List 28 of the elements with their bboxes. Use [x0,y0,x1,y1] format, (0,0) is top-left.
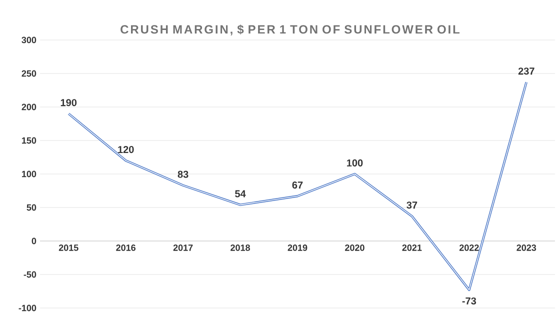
data-label: -73 [462,297,476,305]
x-tick-label: 2015 [58,244,78,251]
data-label: 190 [60,99,77,106]
y-tick-label: -50 [24,271,36,278]
x-tick-label: 2020 [345,244,364,251]
x-tick-label: 2021 [402,244,422,251]
y-tick-label: -100 [18,304,36,312]
y-tick-label: 50 [26,204,36,211]
x-tick-label: 2019 [288,244,308,251]
x-tick-label: 2018 [230,244,250,251]
y-tick-label: 200 [22,104,36,110]
data-label: 120 [118,146,134,154]
y-tick-label: 100 [22,170,36,178]
data-label: 100 [347,159,363,166]
data-label: 37 [406,202,418,209]
data-label: 83 [178,170,188,178]
x-tick-label: 2016 [116,244,136,251]
chart-title: CRUSH MARGIN, $ PER 1 TON OF SUNFLOWER OIL [120,24,460,36]
y-tick-label: 250 [22,70,36,77]
y-tick-label: 300 [22,36,36,44]
x-tick-label: 2022 [459,244,479,251]
y-tick-label: 150 [22,137,36,144]
y-tick-label: 0 [32,238,36,244]
x-tick-label: 2023 [516,244,536,251]
x-tick-label: 2017 [173,244,193,251]
data-label: 54 [235,190,246,198]
data-label: 67 [292,182,303,189]
data-label: 237 [518,68,534,75]
